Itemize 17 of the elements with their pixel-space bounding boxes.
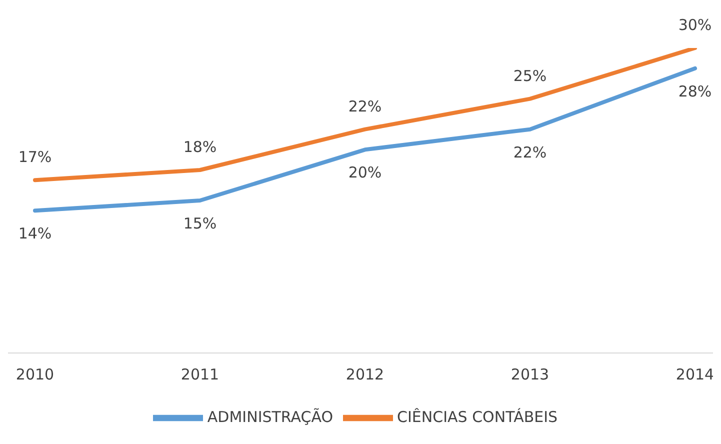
legend-label: CIÊNCIAS CONTÁBEIS bbox=[397, 408, 558, 426]
x-tick-label: 2013 bbox=[510, 366, 550, 384]
data-label: 15% bbox=[183, 214, 217, 232]
data-label: 22% bbox=[348, 97, 382, 116]
x-tick-label: 2011 bbox=[180, 366, 220, 384]
data-label: 30% bbox=[678, 16, 712, 34]
data-label: 14% bbox=[18, 224, 52, 243]
data-label: 28% bbox=[678, 82, 712, 100]
data-label: 20% bbox=[348, 164, 382, 182]
x-tick-label: 2010 bbox=[16, 366, 54, 384]
data-label: 25% bbox=[513, 66, 547, 85]
data-label: 18% bbox=[183, 138, 217, 156]
x-tick-label: 2012 bbox=[346, 366, 384, 384]
data-label: 22% bbox=[513, 143, 547, 162]
data-label: 17% bbox=[18, 148, 52, 166]
x-tick-label: 2014 bbox=[676, 366, 714, 384]
legend-label: ADMINISTRAÇÃO bbox=[207, 408, 334, 426]
